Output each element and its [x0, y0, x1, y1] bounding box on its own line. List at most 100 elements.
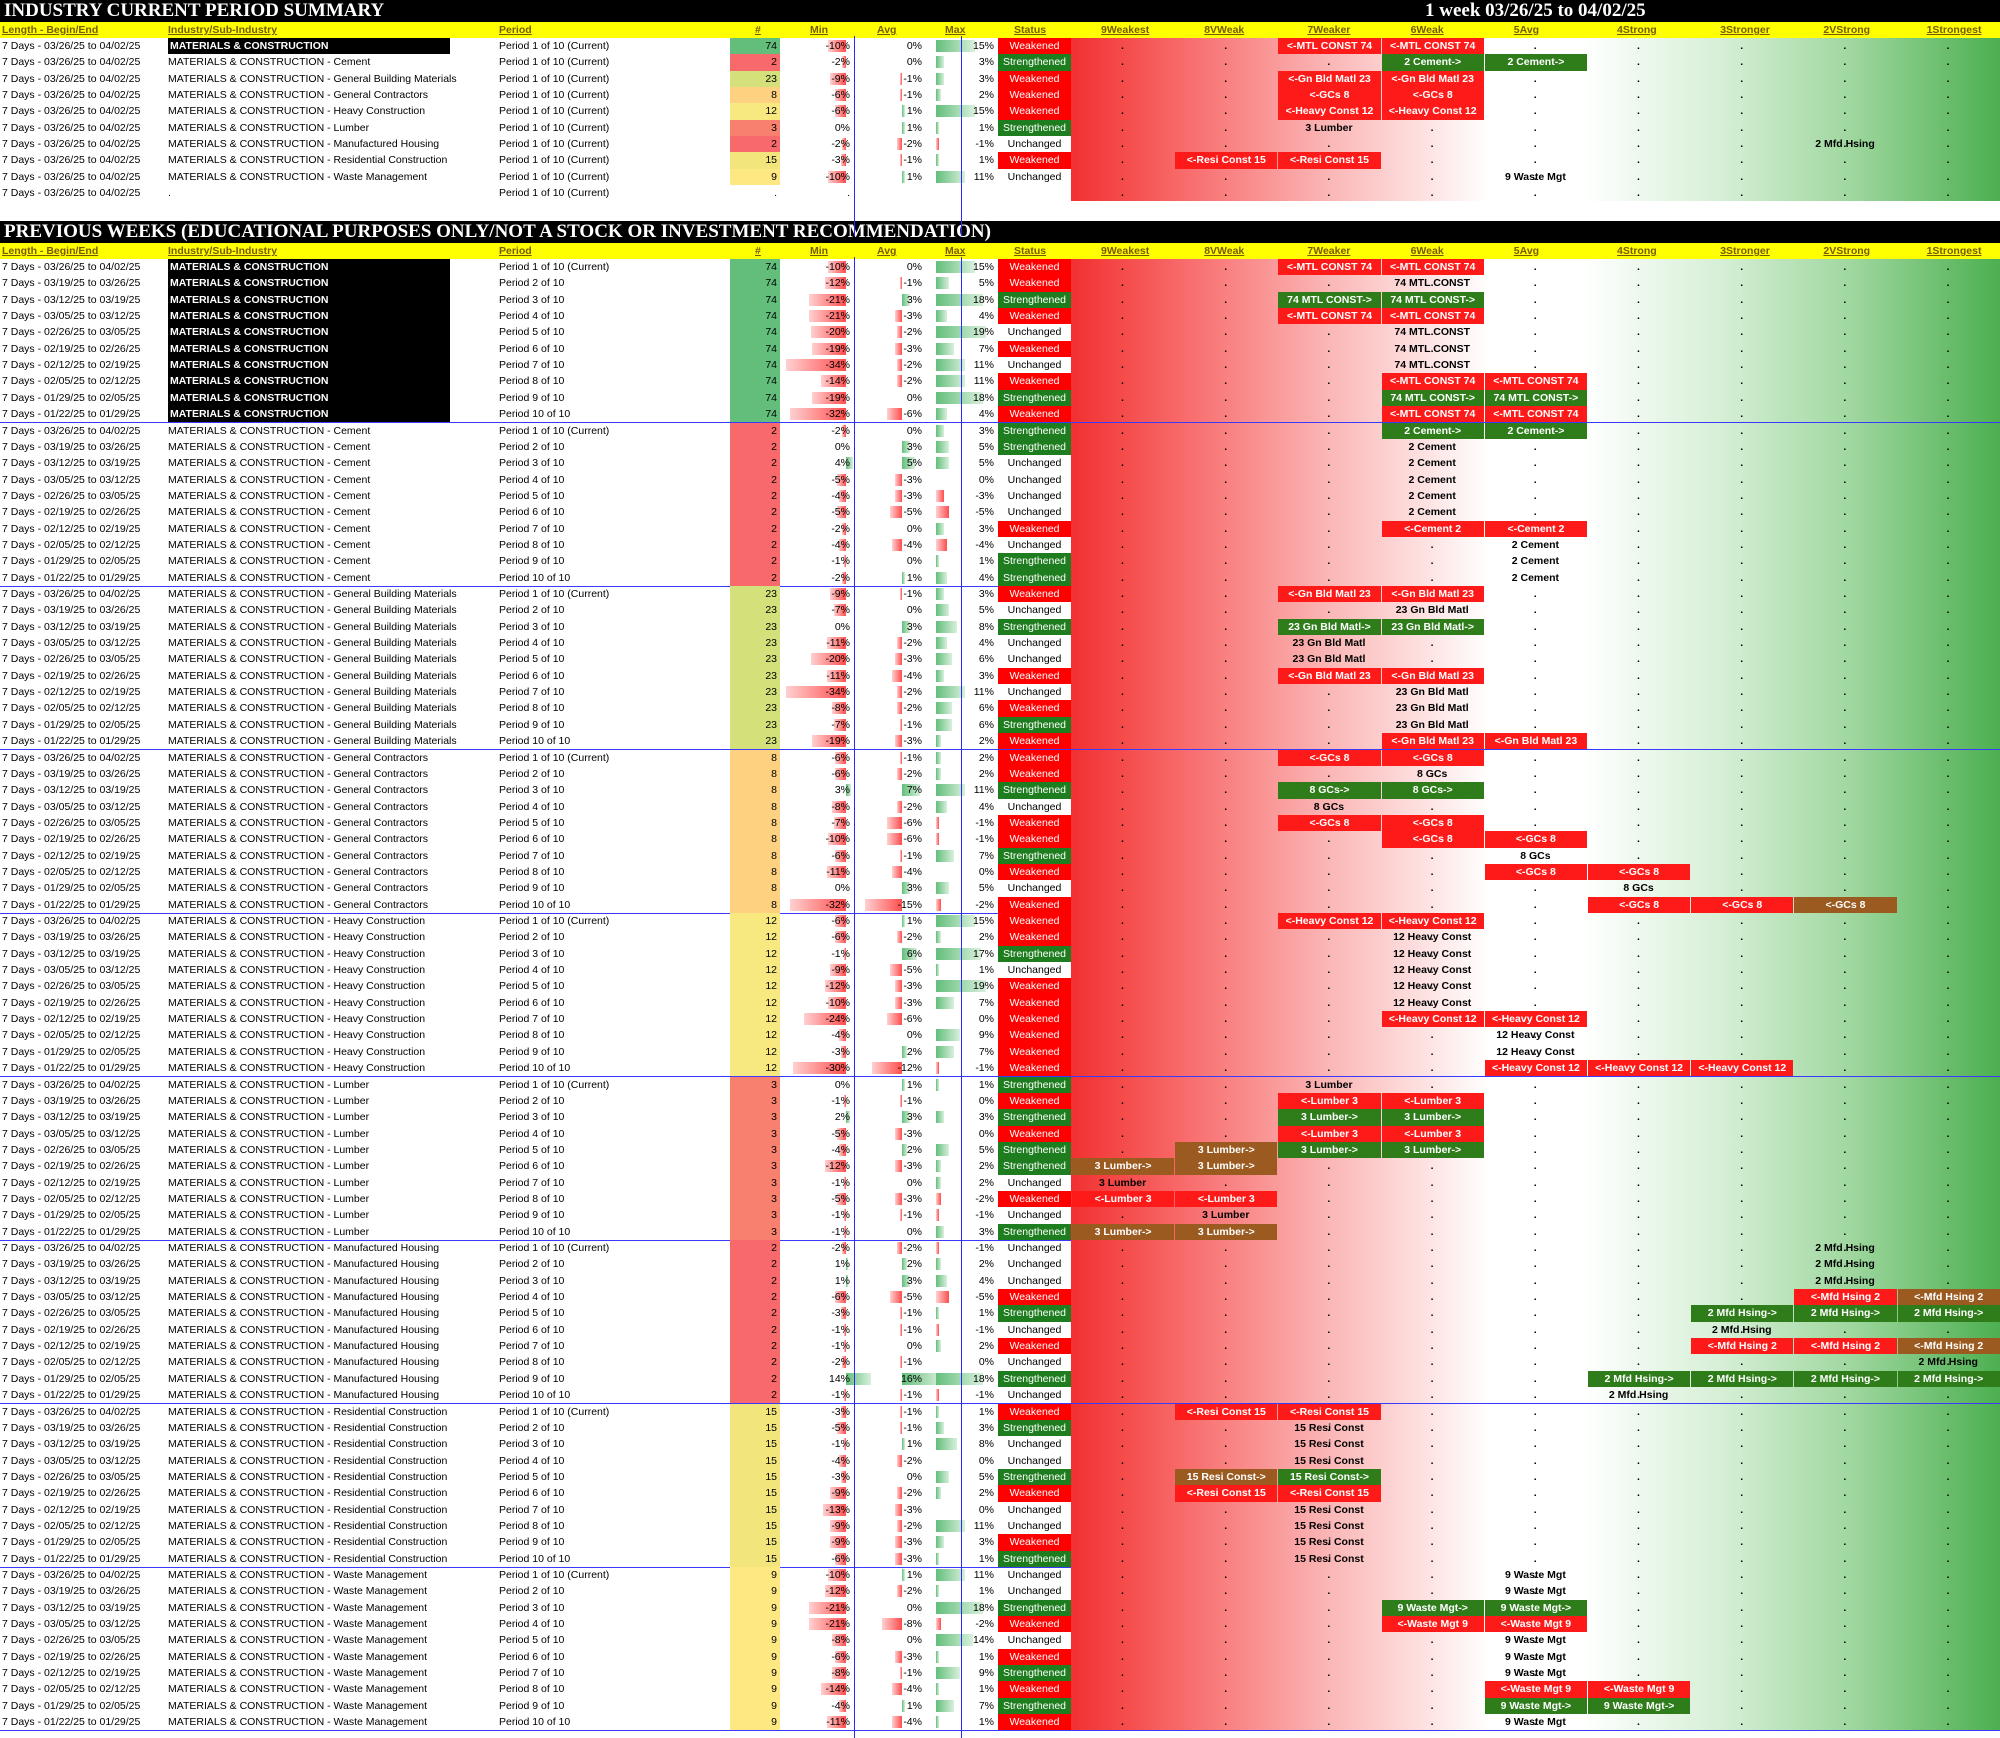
- avg-bar: [887, 816, 902, 829]
- row-status: Strengthened: [998, 389, 1071, 407]
- band-dot: .: [1224, 277, 1228, 290]
- min-bar: [831, 702, 846, 715]
- band-dot: .: [1121, 1258, 1124, 1271]
- band-dot: .: [1121, 40, 1124, 52]
- row-max: 5%: [978, 277, 994, 290]
- table-row: 7 Days - 02/05/25 to 02/12/25 MATERIALS &…: [0, 1190, 2000, 1208]
- row-length: 7 Days - 02/12/25 to 02/19/25: [2, 522, 141, 535]
- band-dot: .: [1224, 849, 1228, 862]
- table-row: 7 Days - 03/26/25 to 04/02/25 MATERIALS &…: [0, 259, 2000, 276]
- band-dot: .: [1430, 653, 1434, 666]
- row-count: 12: [730, 103, 780, 120]
- band-dot: .: [1843, 1389, 1847, 1402]
- band-dot: .: [1327, 1209, 1331, 1222]
- band-dot: .: [1121, 1601, 1124, 1614]
- band-dot: .: [1740, 89, 1744, 102]
- min-bar: [821, 1683, 846, 1696]
- strength-band-gradient: [1071, 324, 2000, 341]
- strength-band-gradient: [1071, 684, 2000, 701]
- row-min: 14%: [828, 1372, 850, 1385]
- row-avg: 5%: [906, 457, 922, 470]
- row-industry: MATERIALS & CONSTRUCTION - General Contr…: [168, 89, 429, 102]
- band-dot: .: [1121, 1389, 1124, 1402]
- row-status: Weakened: [998, 814, 1071, 832]
- row-industry: MATERIALS & CONSTRUCTION - Heavy Constru…: [168, 980, 426, 993]
- row-avg: -1%: [903, 1209, 922, 1222]
- row-length: 7 Days - 03/12/25 to 03/19/25: [2, 620, 141, 633]
- band-dot: .: [1946, 261, 1950, 273]
- strength-band-gradient: [1071, 929, 2000, 946]
- header-band-b5: 5Avg: [1513, 24, 1540, 36]
- row-length: 7 Days - 02/05/25 to 02/12/25: [2, 1519, 141, 1532]
- band-label: 2 Mfd Hsing: [1608, 1389, 1669, 1402]
- band-dot: .: [1224, 767, 1228, 780]
- band-dot: .: [1740, 653, 1744, 666]
- row-max: -1%: [975, 1062, 994, 1075]
- table-row: 7 Days - 03/05/25 to 03/12/25 MATERIALS &…: [0, 635, 2000, 652]
- row-min: -5%: [831, 473, 850, 486]
- max-bar: [936, 121, 939, 134]
- table-row: 7 Days - 03/12/25 to 03/19/25 MATERIALS &…: [0, 1436, 2000, 1453]
- band-dot: .: [1533, 1503, 1537, 1516]
- row-avg: 0%: [906, 1601, 922, 1614]
- min-bar: [837, 1421, 846, 1434]
- row-period: Period 3 of 10: [499, 947, 565, 960]
- min-bar: [803, 1013, 846, 1026]
- band-dot: .: [1637, 1274, 1640, 1287]
- row-industry: MATERIALS & CONSTRUCTION - Heavy Constru…: [168, 1029, 426, 1042]
- row-count: 15: [730, 1452, 780, 1469]
- row-avg: -3%: [903, 310, 922, 323]
- band-dot: .: [1740, 816, 1744, 829]
- row-max: 7%: [978, 342, 994, 355]
- band-dot: .: [1121, 522, 1124, 535]
- row-avg: -3%: [903, 1552, 922, 1565]
- band-dot: .: [1740, 1094, 1744, 1107]
- row-max: 1%: [978, 1078, 994, 1091]
- row-period: Period 9 of 10: [499, 1209, 565, 1222]
- band-dot: .: [1327, 1013, 1331, 1026]
- band-label: 12 Heavy Const: [1496, 1045, 1575, 1058]
- band-dot: .: [1327, 1291, 1331, 1304]
- band-dot: .: [1740, 1160, 1744, 1173]
- band-dot: .: [1533, 767, 1537, 780]
- row-max: -1%: [975, 816, 994, 829]
- band-dot: .: [1843, 1274, 1847, 1287]
- band-dot: .: [1740, 1683, 1744, 1696]
- row-count: 2: [730, 569, 780, 586]
- max-bar: [936, 588, 944, 600]
- row-industry: MATERIALS & CONSTRUCTION - Heavy Constru…: [168, 1062, 426, 1075]
- min-bar: [831, 800, 846, 813]
- column-header-row: Length - Begin/End Industry/Sub-Industry P…: [0, 243, 2000, 259]
- min-bar: [835, 751, 846, 764]
- band-dot: .: [1121, 342, 1124, 355]
- band-dot: .: [1533, 1716, 1537, 1729]
- band-dot: .: [1946, 506, 1950, 519]
- row-max: 0%: [978, 1454, 994, 1467]
- band-dot: .: [1946, 457, 1950, 470]
- row-period: Period 4 of 10: [499, 637, 565, 650]
- row-count: 15: [730, 1485, 780, 1502]
- row-length: 7 Days - 03/26/25 to 04/02/25: [2, 1569, 141, 1581]
- row-max: 11%: [973, 1519, 994, 1532]
- band-dot: .: [1740, 1585, 1744, 1598]
- min-bar: [835, 1650, 846, 1663]
- band-dot: .: [1843, 1421, 1847, 1434]
- band-dot: .: [1224, 1536, 1228, 1549]
- row-industry: MATERIALS & CONSTRUCTION - Manufactured …: [168, 1274, 440, 1287]
- band-dot: .: [1740, 1618, 1744, 1631]
- row-period: Period 7 of 10: [499, 359, 565, 372]
- band-dot: .: [1946, 293, 1950, 306]
- band-dot: .: [1843, 326, 1847, 339]
- row-min: -11%: [826, 669, 850, 682]
- band-dot: .: [1430, 440, 1434, 453]
- band-dot: .: [1327, 1372, 1331, 1385]
- band-dot: .: [1637, 784, 1640, 797]
- band-dot: .: [1327, 653, 1331, 666]
- min-bar: [824, 1585, 846, 1598]
- strength-band-gradient: [1071, 1714, 2000, 1731]
- header-count: #: [755, 245, 761, 257]
- band-dot: .: [1637, 816, 1640, 829]
- row-length: 7 Days - 01/29/25 to 02/05/25: [2, 1372, 141, 1385]
- min-bar: [844, 1209, 846, 1222]
- band-dot: .: [1946, 342, 1950, 355]
